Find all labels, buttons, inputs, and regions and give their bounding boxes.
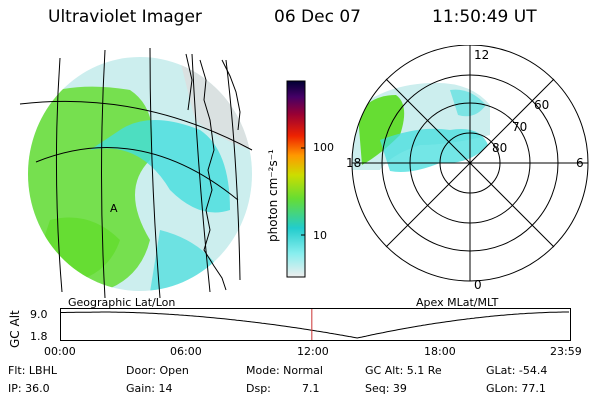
altitude-curve: [61, 311, 569, 339]
lat-label-70: 70: [512, 120, 527, 134]
altitude-ymax: 9.0: [30, 308, 48, 321]
polar-grid: [351, 45, 589, 282]
mlt-label-top: 12: [474, 48, 489, 62]
polar-aurora-cyan: [380, 128, 488, 172]
polar-aurora-green: [358, 95, 405, 165]
mlt-label-right: 6: [576, 156, 584, 170]
colorbar-tick-100: 100: [313, 141, 334, 154]
footer-flt: Flt: LBHL: [8, 364, 57, 377]
footer-mode: Mode: Normal: [246, 364, 323, 377]
time-tick-0: 00:00: [44, 345, 76, 358]
lat-label-60: 60: [534, 98, 549, 112]
footer-glat: GLat: -54.4: [486, 364, 548, 377]
footer-gc-alt: GC Alt: 5.1 Re: [365, 364, 442, 377]
altitude-ymin: 1.8: [30, 330, 48, 343]
geo-center-mark: A: [110, 202, 118, 215]
time-tick-3: 18:00: [424, 345, 456, 358]
polar-plot: 12 0 18 6 60 70 80: [346, 45, 589, 292]
coastline: [185, 53, 241, 291]
time-tick-1: 06:00: [170, 345, 202, 358]
footer-dsp-label: Dsp:: [246, 382, 271, 395]
aurora-cyan-region: [90, 120, 230, 213]
altitude-frame: [60, 308, 571, 341]
footer-glon: GLon: 77.1: [486, 382, 546, 395]
instrument-title: Ultraviolet Imager: [48, 7, 202, 27]
time-tick-2: 12:00: [297, 345, 329, 358]
altitude-plot: [60, 308, 571, 341]
footer-ip: IP: 36.0: [8, 382, 50, 395]
geographic-image: A: [19, 47, 253, 299]
colorbar-tick-10: 10: [313, 229, 327, 242]
geo-map-label: Geographic Lat/Lon: [68, 296, 176, 309]
date-label: 06 Dec 07: [274, 7, 361, 27]
colorbar-unit-label: photon cm⁻²s⁻¹: [266, 149, 280, 242]
mlt-label-bottom: 0: [474, 278, 482, 292]
time-label: 11:50:49 UT: [432, 7, 537, 27]
footer-gain: Gain: 14: [126, 382, 173, 395]
mlt-label-left: 18: [346, 156, 361, 170]
altitude-ylabel: GC Alt: [8, 310, 22, 348]
geo-grid: [19, 47, 253, 299]
footer-door: Door: Open: [126, 364, 189, 377]
footer-seq: Seq: 39: [365, 382, 407, 395]
lat-label-80: 80: [492, 141, 507, 155]
colorbar: [286, 80, 306, 278]
polar-map-label: Apex MLat/MLT: [416, 296, 499, 309]
time-tick-4: 23:59: [550, 345, 582, 358]
footer-dsp-value: 7.1: [302, 382, 320, 395]
